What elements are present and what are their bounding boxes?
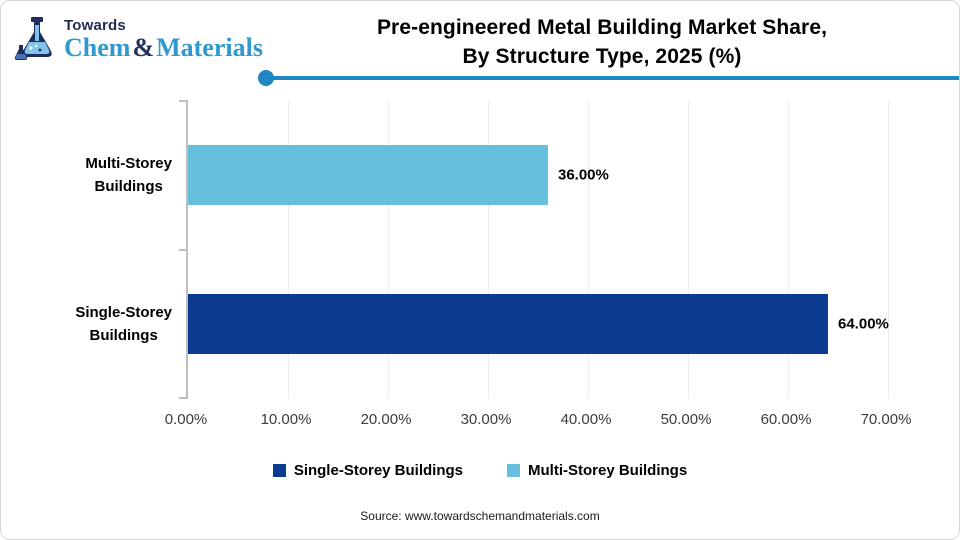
- x-tick-label: 50.00%: [660, 411, 712, 428]
- gridline: [688, 101, 689, 398]
- brand-top-text: Towards: [64, 17, 126, 34]
- brand-name-chem: Chem: [64, 33, 131, 62]
- gridline: [388, 101, 389, 398]
- x-tick-label: 40.00%: [560, 411, 612, 428]
- gridline: [488, 101, 489, 398]
- brand-name: Chem&Materials: [64, 34, 263, 61]
- x-axis: 0.00% 10.00% 20.00% 30.00% 40.00% 50.00% 60.00…: [165, 411, 912, 433]
- bar-multi-storey-buildings: [188, 145, 548, 206]
- title-accent-line: [258, 70, 959, 86]
- x-tick-label: 20.00%: [360, 411, 412, 428]
- legend-swatch-single-storey-buildings: [272, 464, 286, 477]
- gridline: [788, 101, 789, 398]
- bar-row-single-storey-buildings: Single-Storey Buildings 64.00%: [75, 250, 889, 399]
- brand-name-materials: Materials: [156, 33, 263, 62]
- chart-title: Pre-engineered Metal Building Market Sha…: [251, 13, 953, 71]
- bar-single-storey-buildings: [188, 293, 828, 354]
- brand-logo: Towards Chem&Materials: [13, 15, 263, 65]
- axis-tick: [179, 248, 188, 251]
- axis-tick: [179, 397, 188, 399]
- bar-chart-plot-area: Multi-Storey Buildings 36.00% Single-Storey…: [75, 100, 889, 399]
- legend-label-multi-storey-buildings: Multi-Storey Buildings: [528, 462, 688, 479]
- flask-icon: [13, 15, 61, 65]
- legend-swatch-multi-storey-buildings: [507, 464, 520, 477]
- x-tick-label: 60.00%: [760, 411, 812, 428]
- legend-label-single-storey-buildings: Single-Storey Buildings: [293, 462, 463, 479]
- chart-legend: Single-Storey Buildings Multi-Storey Buil…: [1, 462, 959, 479]
- source-text: Source: www.towardschemandmaterials.com: [360, 509, 600, 523]
- x-tick-label: 70.00%: [860, 411, 912, 428]
- legend-item-multi-storey-buildings: Multi-Storey Buildings: [507, 462, 687, 479]
- chart-title-line1: Pre-engineered Metal Building Market Sha…: [376, 16, 828, 39]
- category-label-multi-storey-buildings: Multi-Storey Buildings: [85, 155, 172, 196]
- category-label-single-storey-buildings: Single-Storey Buildings: [75, 303, 172, 344]
- x-tick-label: 0.00%: [164, 411, 208, 428]
- legend-item-single-storey-buildings: Single-Storey Buildings: [272, 462, 463, 479]
- gridline: [288, 101, 289, 398]
- x-tick-label: 10.00%: [260, 411, 312, 428]
- gridline: [888, 101, 889, 398]
- axis-tick: [179, 100, 188, 102]
- brand-logo-text: Towards Chem&Materials: [64, 15, 263, 61]
- value-label-single-storey-buildings: 64.00%: [838, 315, 889, 333]
- brand-name-ampersand: &: [132, 33, 155, 62]
- x-tick-label: 30.00%: [460, 411, 512, 428]
- accent-dot-icon: [258, 70, 274, 86]
- chart-title-line2: By Structure Type, 2025 (%): [462, 45, 742, 68]
- value-label-multi-storey-buildings: 36.00%: [557, 166, 609, 184]
- bar-row-multi-storey-buildings: Multi-Storey Buildings 36.00%: [85, 101, 888, 250]
- gridline: [588, 101, 589, 398]
